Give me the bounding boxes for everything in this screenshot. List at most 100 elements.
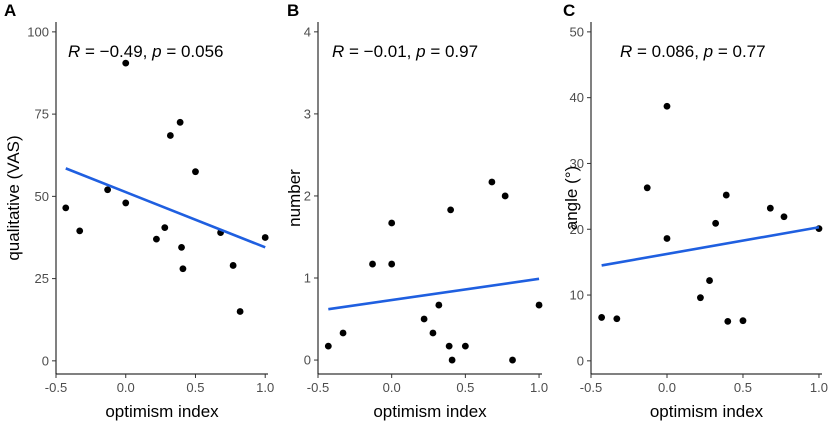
x-axis-title: optimism index (373, 402, 487, 421)
panel-c: C 0 10 20 30 40 50 -0.5 0.0 0.5 1.0 optimism index a… (562, 1, 828, 421)
r-label: R (332, 42, 344, 61)
panel-letter: B (287, 1, 299, 20)
data-point (697, 294, 704, 302)
y-tick-label: 100 (27, 24, 49, 39)
data-point (780, 213, 788, 221)
panel-b: B 0 1 2 3 4 -0.5 0.0 0.5 1.0 optimism index number R… (285, 1, 548, 421)
data-point (643, 184, 651, 192)
y-axis-title: number (285, 169, 304, 227)
data-point (192, 168, 199, 176)
data-point (712, 219, 720, 227)
data-point (706, 277, 713, 284)
p-label: p (415, 42, 425, 61)
p-label: p (703, 42, 713, 61)
y-tick-label: 75 (35, 107, 49, 122)
y-tick-label: 0 (577, 353, 584, 368)
data-point (236, 308, 244, 315)
x-tick-label: 1.0 (810, 380, 828, 395)
data-point (739, 317, 747, 325)
y-axis-title: angle (°) (562, 166, 581, 230)
p-value: = 0.97 (426, 42, 478, 61)
r-value: = 0.086, (632, 42, 703, 61)
regression-line (328, 277, 540, 311)
panel-a: A 0 25 50 75 100 -0.5 0.0 0.5 1.0 optimism index qu… (4, 1, 274, 421)
data-point (488, 178, 496, 186)
data-point (122, 199, 130, 207)
x-tick-label: 0.5 (456, 380, 474, 395)
p-label: p (151, 42, 161, 61)
data-point (324, 342, 332, 350)
data-point (447, 206, 455, 214)
data-point (766, 204, 774, 212)
y-tick-label: 10 (570, 288, 584, 303)
p-value: = 0.77 (713, 42, 765, 61)
panel-letter: C (563, 1, 575, 20)
data-point (509, 356, 516, 364)
y-tick-label: 40 (570, 90, 584, 105)
x-tick-label: 0.0 (658, 380, 676, 395)
data-point (161, 224, 169, 232)
x-tick-label: -0.5 (580, 380, 602, 395)
data-point (420, 315, 428, 323)
data-point (104, 186, 112, 194)
r-label: R (620, 42, 632, 61)
data-point (62, 204, 70, 212)
data-point (663, 235, 671, 242)
correlation-annotation: R = −0.49, p = 0.056 (68, 42, 224, 61)
data-point (178, 243, 185, 251)
y-tick-label: 50 (570, 24, 584, 39)
data-point (724, 317, 732, 325)
x-tick-label: 0.5 (186, 380, 204, 395)
data-point (388, 219, 396, 227)
y-tick-label: 4 (304, 24, 311, 39)
y-tick-label: 2 (304, 188, 311, 203)
r-label: R (68, 42, 80, 61)
data-point (388, 260, 396, 268)
x-tick-label: 1.0 (530, 380, 548, 395)
data-point (166, 132, 174, 139)
data-point (663, 102, 671, 110)
x-tick-label: 0.0 (117, 380, 135, 395)
regression-line (65, 167, 266, 249)
data-point (501, 192, 509, 200)
data-point (369, 260, 376, 268)
data-point (722, 191, 730, 199)
regression-line (601, 225, 820, 267)
r-value: = −0.49, (80, 42, 152, 61)
data-point (153, 235, 160, 243)
data-point (176, 118, 184, 126)
p-value: = 0.056 (162, 42, 224, 61)
x-tick-label: 0.5 (734, 380, 752, 395)
data-point (76, 227, 84, 235)
y-tick-label: 1 (304, 271, 311, 286)
x-tick-label: -0.5 (307, 380, 329, 395)
data-point (261, 234, 269, 241)
data-point (339, 329, 347, 337)
y-tick-label: 30 (570, 156, 584, 171)
panel-letter: A (4, 1, 16, 20)
data-point (613, 315, 621, 323)
data-point (435, 301, 443, 309)
data-point (445, 342, 453, 350)
y-tick-label: 50 (35, 189, 49, 204)
data-point (535, 301, 543, 309)
data-point (179, 265, 187, 273)
y-axis-title: qualitative (VAS) (4, 135, 23, 260)
data-point (122, 59, 130, 67)
data-point (429, 329, 437, 337)
y-tick-label: 3 (304, 106, 311, 121)
data-point (598, 314, 606, 321)
data-point (461, 342, 469, 350)
correlation-annotation: R = −0.01, p = 0.97 (332, 42, 478, 61)
correlation-annotation: R = 0.086, p = 0.77 (620, 42, 766, 61)
x-axis-title: optimism index (650, 402, 764, 421)
x-tick-label: 0.0 (383, 380, 401, 395)
x-tick-label: 1.0 (256, 380, 274, 395)
x-axis-title: optimism index (105, 402, 219, 421)
y-tick-label: 25 (35, 271, 49, 286)
y-tick-label: 0 (304, 353, 311, 368)
y-tick-label: 0 (42, 353, 49, 368)
y-tick-label: 20 (570, 222, 584, 237)
r-value: = −0.01, (344, 42, 416, 61)
